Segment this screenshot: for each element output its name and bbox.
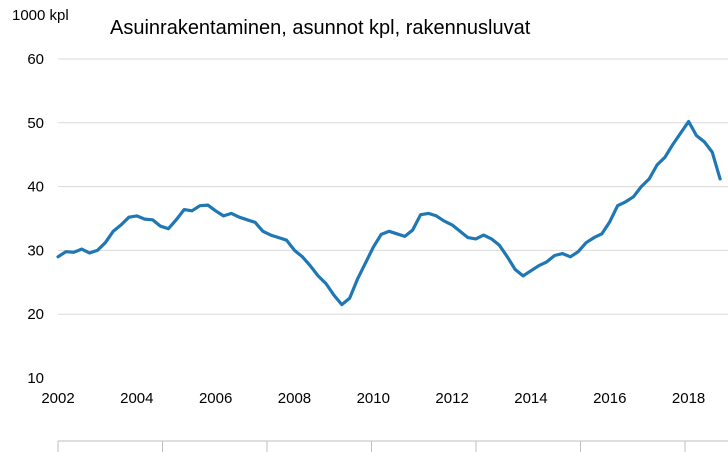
y-axis-ticks: 10 20 30 40 50 60 bbox=[27, 51, 44, 387]
y-tick-label: 50 bbox=[27, 115, 44, 132]
x-tick-label: 2018 bbox=[672, 390, 705, 407]
x-tick-label: 2012 bbox=[435, 390, 468, 407]
x-tick-label: 2010 bbox=[357, 390, 390, 407]
y-tick-label: 30 bbox=[27, 242, 44, 259]
x-axis-ticks: 2002 2004 2006 2008 2010 2012 2014 2016 2018 bbox=[41, 390, 705, 407]
series-group bbox=[56, 119, 722, 307]
chart-title: Asuinrakentaminen, asunnot kpl, rakennus… bbox=[110, 17, 531, 39]
y-tick-label: 10 bbox=[27, 370, 44, 387]
x-tick-label: 2002 bbox=[41, 390, 74, 407]
x-tick-label: 2004 bbox=[120, 390, 153, 407]
x-tick-label: 2006 bbox=[199, 390, 232, 407]
series-line bbox=[56, 119, 722, 307]
x-tick-label: 2008 bbox=[278, 390, 311, 407]
x-tick-label: 2014 bbox=[514, 390, 547, 407]
gridlines bbox=[57, 58, 728, 452]
y-tick-label: 40 bbox=[27, 179, 44, 196]
y-tick-label: 60 bbox=[27, 51, 44, 68]
y-axis-unit-label: 1000 kpl bbox=[12, 7, 69, 24]
x-tick-label: 2016 bbox=[593, 390, 626, 407]
y-tick-label: 20 bbox=[27, 306, 44, 323]
